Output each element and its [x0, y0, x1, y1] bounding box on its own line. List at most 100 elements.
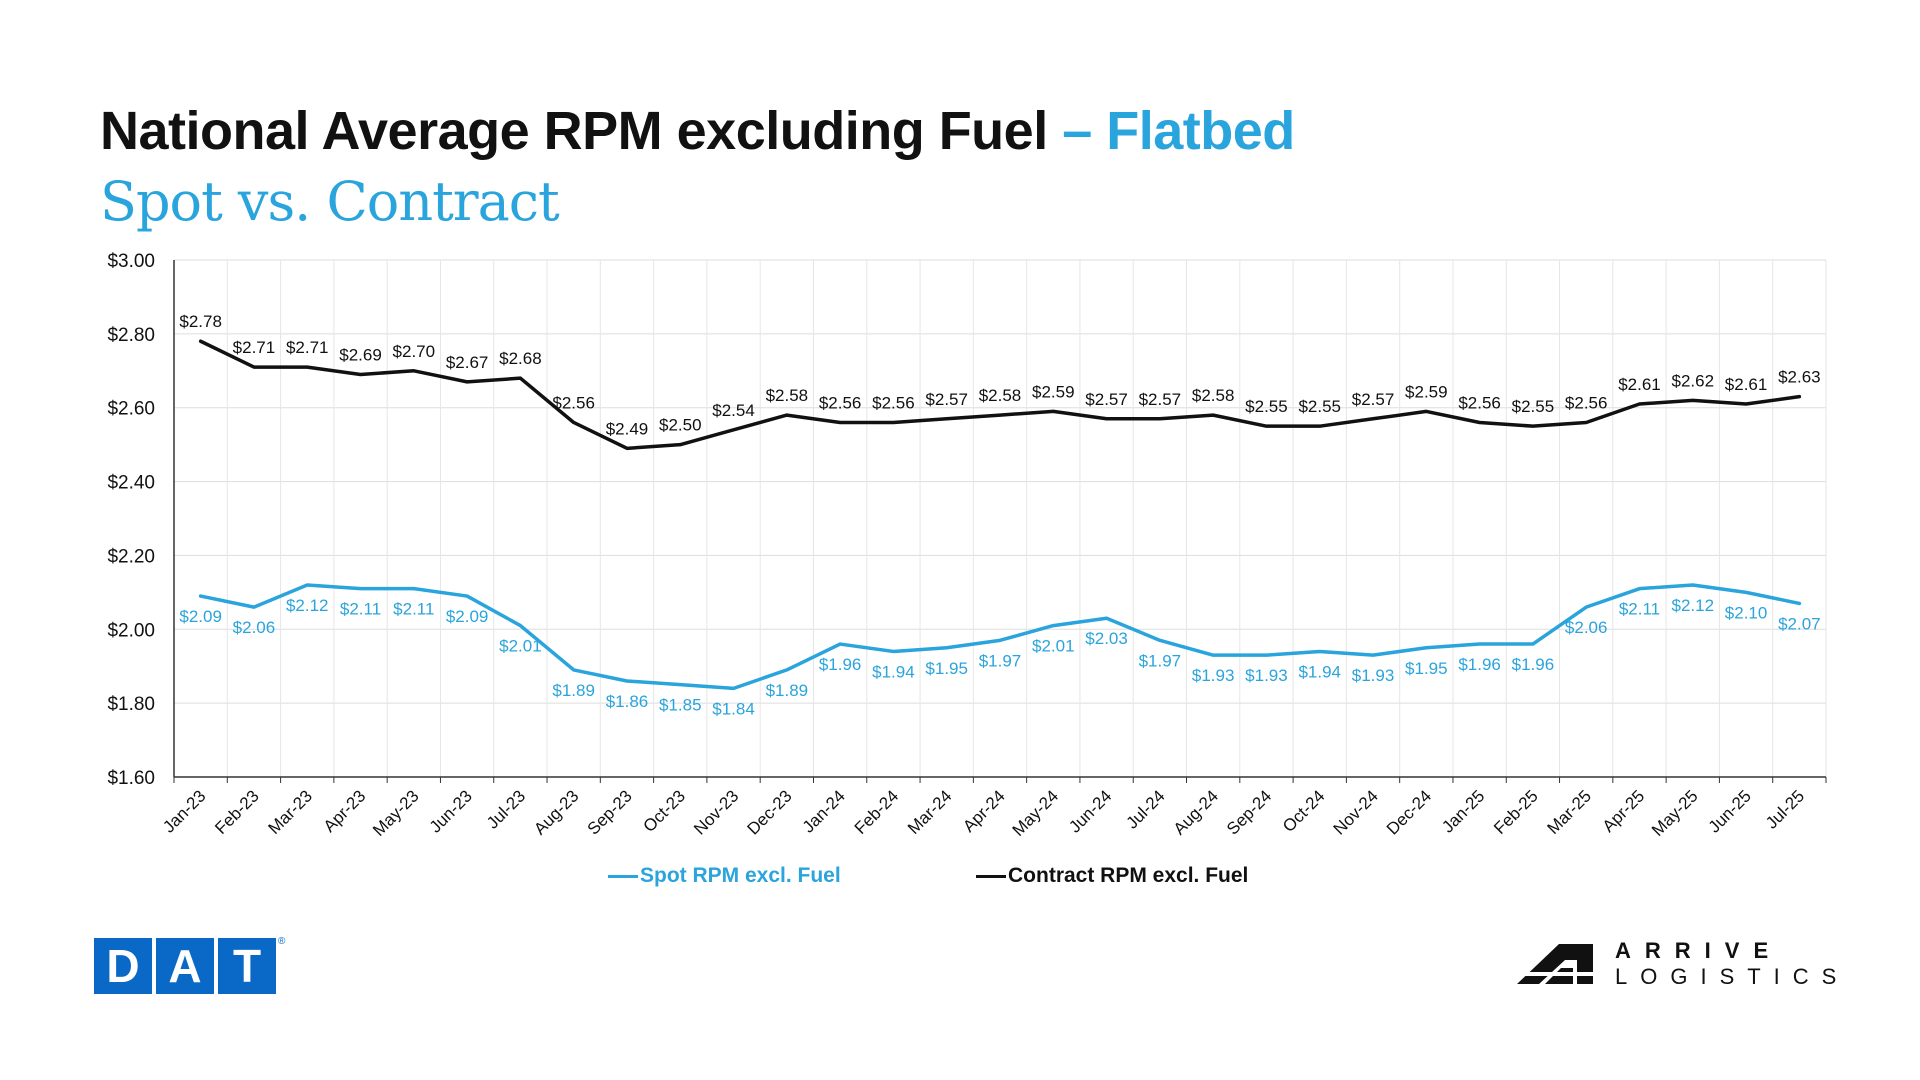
data-label-contract: $2.55: [1298, 397, 1341, 416]
arrive-logo-line1: ARRIVE: [1615, 938, 1783, 963]
data-label-spot: $1.97: [1139, 651, 1182, 670]
dat-logo-letter-t: T: [218, 938, 276, 994]
series-line-spot: [198, 583, 1802, 691]
data-label-spot: $1.96: [819, 655, 862, 674]
data-label-contract: $2.67: [446, 353, 489, 372]
legend-label-contract: Contract RPM excl. Fuel: [1008, 864, 1249, 887]
chart-title-accent: – Flatbed: [1062, 101, 1295, 161]
y-tick-label: $2.80: [107, 325, 155, 346]
data-label-contract: $2.57: [925, 390, 968, 409]
arrive-logistics-logo: ARRIVE LOGISTICS: [1515, 938, 1849, 990]
data-label-contract: $2.56: [872, 393, 915, 412]
series-line-contract: [198, 339, 1802, 451]
chart-legend: Spot RPM excl. Fuel Contract RPM excl. F…: [0, 864, 1920, 894]
x-tick-label: Apr-24: [959, 786, 1009, 836]
y-tick-label: $2.20: [107, 546, 155, 567]
data-label-contract: $2.56: [552, 393, 595, 412]
x-tick-label: Dec-24: [1383, 786, 1435, 838]
x-tick-label: Apr-25: [1599, 786, 1649, 836]
x-tick-label: Aug-23: [530, 786, 582, 838]
x-tick-label: Jun-23: [426, 786, 476, 836]
legend-item-contract: Contract RPM excl. Fuel: [976, 864, 1248, 888]
y-tick-label: $1.60: [107, 768, 155, 789]
legend-label-spot: Spot RPM excl. Fuel: [640, 864, 841, 887]
data-label-spot: $1.94: [872, 662, 915, 681]
arrive-logo-line2: LOGISTICS: [1615, 964, 1850, 989]
data-label-spot: $1.89: [766, 681, 809, 700]
data-label-spot: $2.06: [1565, 618, 1608, 637]
x-tick-label: May-25: [1648, 786, 1702, 840]
data-label-spot: $2.03: [1085, 629, 1128, 648]
data-label-contract: $2.54: [712, 401, 755, 420]
data-label-contract: $2.50: [659, 416, 702, 435]
data-label-spot: $2.11: [340, 600, 381, 619]
data-label-spot: $2.10: [1725, 603, 1768, 622]
data-label-spot: $1.93: [1352, 666, 1395, 685]
data-label-contract: $2.58: [1192, 386, 1235, 405]
data-label-contract: $2.62: [1672, 371, 1715, 390]
dat-logo-letter-a: A: [156, 938, 214, 994]
data-label-contract: $2.57: [1139, 390, 1182, 409]
data-label-spot: $1.86: [606, 692, 649, 711]
y-tick-label: $1.80: [107, 694, 155, 715]
data-label-contract: $2.68: [499, 349, 542, 368]
x-tick-label: Feb-23: [211, 786, 263, 838]
data-label-spot: $2.01: [1032, 637, 1075, 656]
chart-title-main: National Average RPM excluding Fuel: [100, 101, 1048, 161]
y-tick-label: $2.00: [107, 620, 155, 641]
data-label-contract: $2.55: [1245, 397, 1288, 416]
data-label-spot: $1.93: [1192, 666, 1235, 685]
x-tick-label: Oct-24: [1279, 786, 1329, 836]
data-label-spot: $1.95: [925, 659, 968, 678]
legend-item-spot: Spot RPM excl. Fuel: [608, 864, 841, 888]
data-label-spot: $1.95: [1405, 659, 1448, 678]
data-label-spot: $2.09: [446, 607, 489, 626]
data-label-contract: $2.63: [1778, 368, 1821, 387]
data-label-spot: $1.97: [979, 651, 1022, 670]
x-tick-label: Feb-24: [851, 786, 903, 838]
x-tick-label: Jul-24: [1123, 786, 1169, 832]
x-tick-label: Aug-24: [1170, 786, 1222, 838]
data-label-spot: $2.09: [179, 607, 222, 626]
x-tick-label: Mar-23: [265, 786, 317, 838]
data-label-contract: $2.49: [606, 419, 649, 438]
x-tick-label: Jul-25: [1762, 786, 1808, 832]
data-label-spot: $2.11: [393, 600, 434, 619]
data-label-contract: $2.57: [1352, 390, 1395, 409]
data-label-spot: $1.96: [1512, 655, 1555, 674]
x-tick-label: Apr-23: [320, 786, 370, 836]
arrive-mark-icon: [1517, 944, 1593, 984]
x-tick-label: Jan-25: [1438, 786, 1488, 836]
data-label-spot: $1.84: [712, 699, 755, 718]
data-label-contract: $2.59: [1405, 382, 1448, 401]
dat-logo-letter-d: D: [94, 938, 152, 994]
data-label-spot: $1.85: [659, 696, 702, 715]
data-label-contract: $2.56: [1565, 393, 1608, 412]
x-tick-label: Dec-23: [743, 786, 795, 838]
data-label-contract: $2.70: [393, 342, 436, 361]
data-label-contract: $2.71: [233, 338, 276, 357]
data-label-contract: $2.58: [979, 386, 1022, 405]
x-tick-label: Sep-24: [1223, 786, 1275, 838]
x-tick-label: Jun-25: [1705, 786, 1755, 836]
x-tick-label: Sep-23: [584, 786, 636, 838]
x-tick-label: May-24: [1009, 786, 1063, 840]
chart-title: National Average RPM excluding Fuel – Fl…: [100, 100, 1295, 162]
data-label-contract: $2.71: [286, 338, 329, 357]
x-tick-label: Jul-23: [483, 786, 529, 832]
x-tick-label: Feb-25: [1490, 786, 1542, 838]
x-tick-label: Jan-24: [799, 786, 849, 836]
dat-logo: D A T ®: [94, 936, 285, 994]
x-tick-label: Mar-24: [904, 786, 956, 838]
data-label-contract: $2.55: [1512, 397, 1555, 416]
x-tick-label: Mar-25: [1544, 786, 1596, 838]
data-label-contract: $2.58: [766, 386, 809, 405]
data-label-contract: $2.56: [819, 393, 862, 412]
y-tick-label: $2.60: [107, 399, 155, 420]
legend-swatch-spot: [608, 874, 638, 878]
data-label-spot: $2.06: [233, 618, 276, 637]
data-label-contract: $2.78: [179, 312, 222, 331]
line-chart: $1.60 $1.80 $2.00 $2.20 $2.40 $2.60 $2.80 $3.00…: [107, 251, 1827, 840]
data-label-spot: $1.96: [1458, 655, 1501, 674]
data-label-contract: $2.69: [339, 345, 382, 364]
